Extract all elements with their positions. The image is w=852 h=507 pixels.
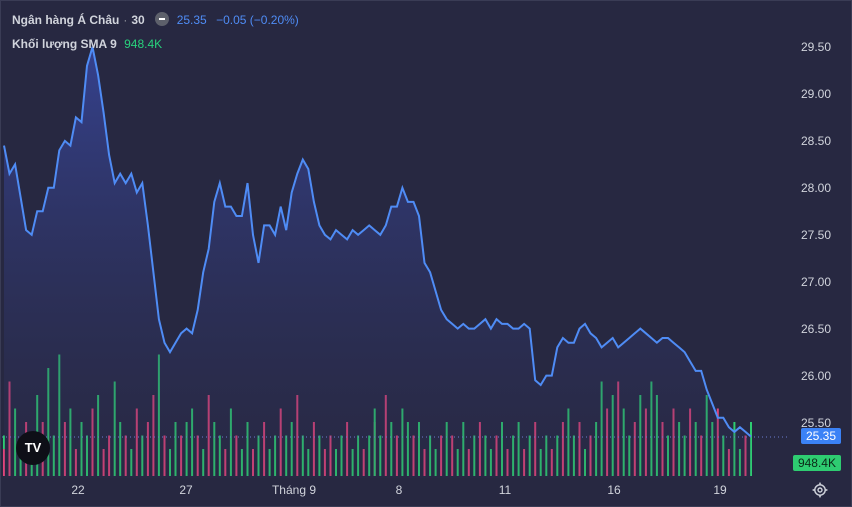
last-price-value: 25.35 bbox=[176, 13, 207, 27]
volume-indicator-value: 948.4K bbox=[124, 37, 163, 51]
x-tick-label: 16 bbox=[607, 483, 621, 497]
y-tick-label: 27.00 bbox=[800, 274, 831, 289]
price-area bbox=[4, 47, 751, 478]
x-tick-label: 19 bbox=[713, 483, 727, 497]
gear-icon[interactable] bbox=[812, 482, 828, 498]
y-tick-label: 28.50 bbox=[800, 133, 831, 148]
y-tick-label: 28.00 bbox=[800, 180, 831, 195]
volume-tag: 948.4K bbox=[792, 455, 841, 471]
y-tick-label: 29.50 bbox=[800, 40, 831, 54]
y-tick-label: 26.00 bbox=[800, 368, 831, 383]
interval-label[interactable]: 30 bbox=[131, 13, 145, 27]
tradingview-logo-icon[interactable]: TV bbox=[16, 431, 50, 465]
x-tick-label: Tháng 9 bbox=[271, 483, 317, 497]
y-tick-label: 25.50 bbox=[800, 415, 831, 430]
minus-toggle-icon[interactable] bbox=[154, 12, 169, 26]
price-change-value: −0.05 (−0.20%) bbox=[216, 13, 299, 27]
legend-row-price: Ngân hàng Á Châu · 30 25.35 −0.05 (−0.20%) bbox=[12, 12, 299, 27]
x-tick-label: 11 bbox=[498, 483, 512, 497]
last-price-tag: 25.35 bbox=[800, 428, 841, 444]
price-line bbox=[3, 46, 752, 438]
volume-indicator-label[interactable]: Khối lượng SMA 9 bbox=[12, 37, 117, 51]
legend-separator: · bbox=[123, 13, 128, 27]
y-tick-label: 27.50 bbox=[800, 227, 831, 242]
legend-row-volume: Khối lượng SMA 9 948.4K bbox=[12, 37, 162, 51]
x-tick-label: 8 bbox=[395, 483, 403, 497]
symbol-name[interactable]: Ngân hàng Á Châu bbox=[12, 13, 120, 27]
x-tick-label: 22 bbox=[71, 483, 85, 497]
x-tick-label: 27 bbox=[179, 483, 193, 497]
y-tick-label: 29.00 bbox=[800, 86, 831, 101]
y-tick-label: 26.50 bbox=[800, 321, 831, 336]
